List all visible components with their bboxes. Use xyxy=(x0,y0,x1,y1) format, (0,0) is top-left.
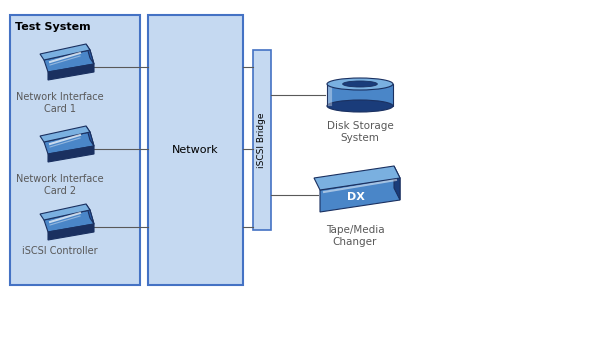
Polygon shape xyxy=(40,204,90,220)
Polygon shape xyxy=(40,126,90,142)
Polygon shape xyxy=(86,44,94,64)
Polygon shape xyxy=(86,204,94,224)
Polygon shape xyxy=(48,224,94,240)
Text: DX: DX xyxy=(347,192,365,202)
Ellipse shape xyxy=(327,78,393,90)
Polygon shape xyxy=(394,166,400,200)
Ellipse shape xyxy=(343,81,378,87)
Text: Network: Network xyxy=(172,145,219,155)
FancyBboxPatch shape xyxy=(10,15,140,285)
Polygon shape xyxy=(44,50,94,72)
Polygon shape xyxy=(320,178,400,212)
Text: iSCSI Controller: iSCSI Controller xyxy=(22,246,98,256)
Text: iSCSI Bridge: iSCSI Bridge xyxy=(257,112,266,168)
Polygon shape xyxy=(44,210,94,232)
Text: Network Interface
Card 1: Network Interface Card 1 xyxy=(16,92,104,114)
Polygon shape xyxy=(40,44,90,60)
Polygon shape xyxy=(48,64,94,80)
Text: Test System: Test System xyxy=(15,22,91,32)
Bar xyxy=(327,84,393,106)
Polygon shape xyxy=(48,146,94,162)
Text: Network Interface
Card 2: Network Interface Card 2 xyxy=(16,174,104,196)
FancyBboxPatch shape xyxy=(253,50,271,230)
Ellipse shape xyxy=(327,100,393,112)
Polygon shape xyxy=(86,126,94,146)
Polygon shape xyxy=(44,132,94,154)
Text: Disk Storage
System: Disk Storage System xyxy=(327,121,394,143)
FancyBboxPatch shape xyxy=(148,15,243,285)
Text: Tape/Media
Changer: Tape/Media Changer xyxy=(325,225,384,246)
Polygon shape xyxy=(314,166,400,190)
